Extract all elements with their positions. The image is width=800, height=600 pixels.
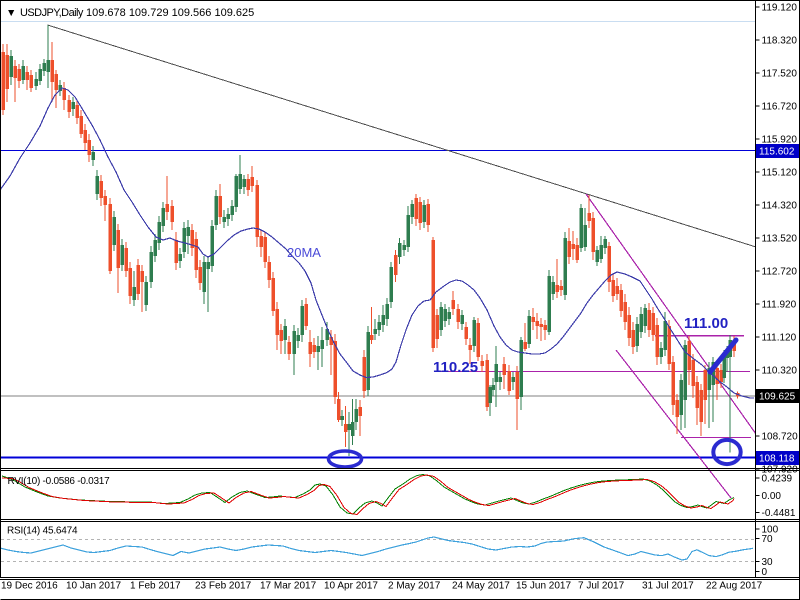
svg-text:108.720: 108.720 xyxy=(762,432,799,443)
svg-text:111.920: 111.920 xyxy=(762,300,797,311)
svg-text:117.520: 117.520 xyxy=(762,69,798,80)
svg-text:22 Aug 2017: 22 Aug 2017 xyxy=(706,581,763,592)
svg-text:110.25: 110.25 xyxy=(433,359,478,376)
svg-text:▼: ▼ xyxy=(6,7,16,19)
svg-text:70: 70 xyxy=(762,534,774,545)
svg-text:USDJPY,Daily: USDJPY,Daily xyxy=(20,7,84,19)
svg-text:24 May 2017: 24 May 2017 xyxy=(452,581,510,592)
svg-text:0.4239: 0.4239 xyxy=(762,474,793,485)
svg-text:108.118: 108.118 xyxy=(759,454,795,465)
svg-text:10 Apr 2017: 10 Apr 2017 xyxy=(324,581,378,592)
svg-text:0.00: 0.00 xyxy=(762,491,782,502)
svg-text:109.678 109.729 109.566 109.62: 109.678 109.729 109.566 109.625 xyxy=(86,7,254,19)
svg-text:115.920: 115.920 xyxy=(762,135,798,146)
svg-text:112.720: 112.720 xyxy=(762,267,798,278)
svg-text:113.520: 113.520 xyxy=(762,234,798,245)
svg-text:114.320: 114.320 xyxy=(762,201,798,212)
svg-text:109.625: 109.625 xyxy=(759,392,796,403)
svg-text:0: 0 xyxy=(762,567,768,578)
svg-text:RSI(14) 45.6474: RSI(14) 45.6474 xyxy=(7,526,78,537)
svg-text:111.00: 111.00 xyxy=(684,315,728,332)
svg-text:100: 100 xyxy=(762,525,779,536)
svg-text:7 Jul 2017: 7 Jul 2017 xyxy=(578,581,625,592)
svg-text:119.120: 119.120 xyxy=(762,3,798,14)
svg-text:118.320: 118.320 xyxy=(762,36,798,47)
svg-text:17 Mar 2017: 17 Mar 2017 xyxy=(260,581,317,592)
svg-text:2 May 2017: 2 May 2017 xyxy=(388,581,441,592)
svg-text:1 Feb 2017: 1 Feb 2017 xyxy=(130,581,181,592)
svg-text:23 Feb 2017: 23 Feb 2017 xyxy=(195,581,252,592)
svg-text:116.720: 116.720 xyxy=(762,102,798,113)
svg-text:110.320: 110.320 xyxy=(762,366,798,377)
svg-text:15 Jun 2017: 15 Jun 2017 xyxy=(516,581,571,592)
svg-text:RVI(10) -0.0586 -0.0317: RVI(10) -0.0586 -0.0317 xyxy=(8,476,111,487)
svg-text:31 Jul 2017: 31 Jul 2017 xyxy=(642,581,694,592)
svg-text:111.120: 111.120 xyxy=(762,333,797,344)
svg-text:115.602: 115.602 xyxy=(759,147,795,158)
svg-text:115.120: 115.120 xyxy=(762,168,798,179)
svg-text:19 Dec 2016: 19 Dec 2016 xyxy=(1,581,58,592)
svg-text:107.920: 107.920 xyxy=(762,465,799,476)
svg-text:-0.4481: -0.4481 xyxy=(762,508,796,519)
svg-text:10 Jan 2017: 10 Jan 2017 xyxy=(66,581,121,592)
svg-text:20MA: 20MA xyxy=(287,245,321,260)
svg-text:30: 30 xyxy=(762,557,774,568)
